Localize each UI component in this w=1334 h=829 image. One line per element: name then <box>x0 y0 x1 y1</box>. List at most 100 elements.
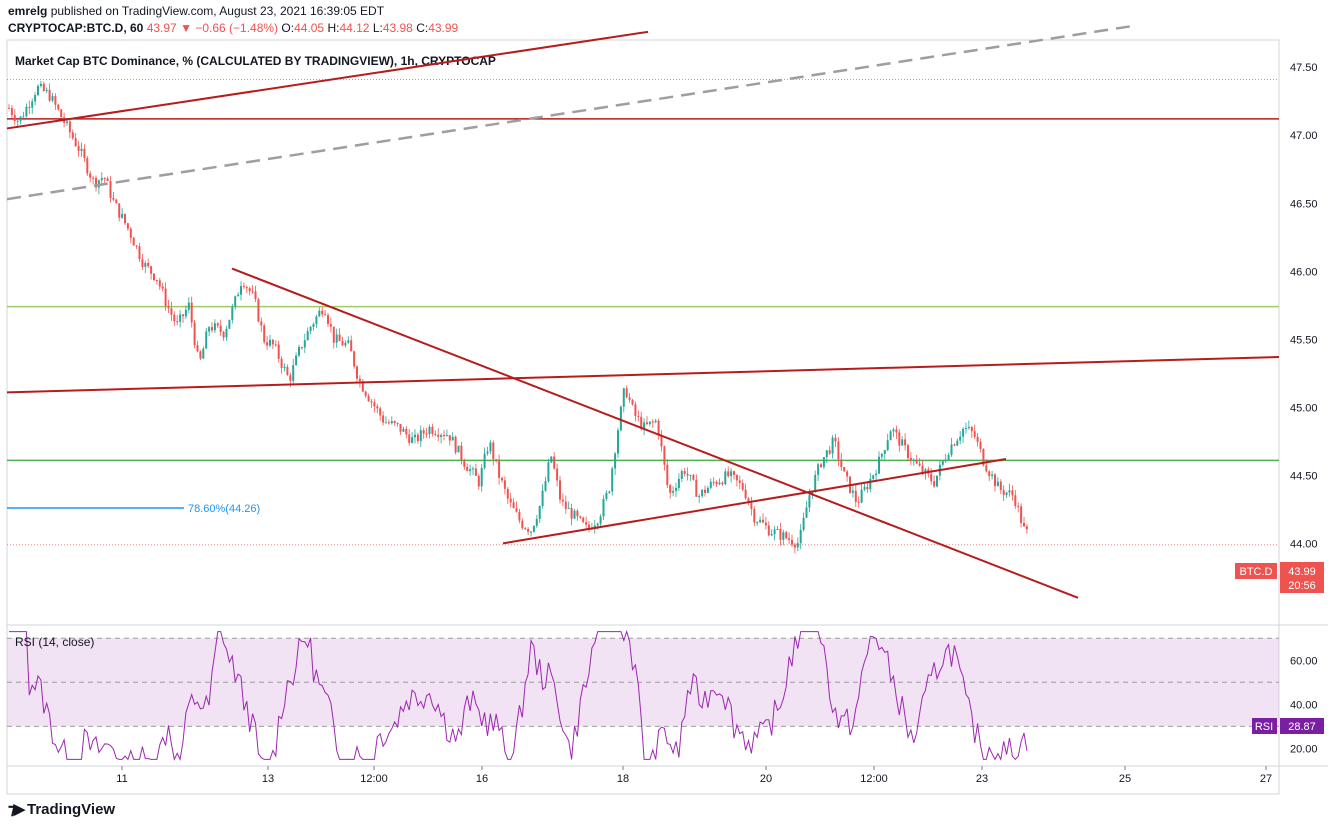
candle-body <box>625 388 628 398</box>
candle-body <box>474 468 477 476</box>
candle-body <box>248 288 251 292</box>
candle-body <box>173 314 176 322</box>
candle-body <box>477 475 480 487</box>
candle-body <box>205 331 208 349</box>
candle-body <box>199 351 202 359</box>
candle-body <box>843 467 846 472</box>
candle-body <box>619 406 622 431</box>
candle-body <box>898 432 901 446</box>
candle-body <box>350 340 353 352</box>
rsi-tick-label: 40.00 <box>1290 699 1318 711</box>
candle-body <box>213 323 216 331</box>
rsi-tick-label: 20.00 <box>1290 743 1318 755</box>
candles <box>8 80 1028 554</box>
candle-body <box>596 523 599 526</box>
candle-body <box>744 489 747 499</box>
candle-body <box>915 459 918 464</box>
candle-body <box>692 475 695 480</box>
candle-body <box>396 422 399 424</box>
candle-body <box>196 345 199 352</box>
candle-body <box>991 474 994 476</box>
candle-body <box>695 479 698 497</box>
price-tick-label: 46.00 <box>1290 266 1318 278</box>
candle-body <box>187 302 190 310</box>
candle-body <box>773 529 776 534</box>
candle-body <box>999 481 1002 491</box>
candle-body <box>550 456 553 463</box>
candle-body <box>414 434 416 438</box>
candle-body <box>422 430 425 434</box>
candle-body <box>266 342 269 346</box>
candle-body <box>544 481 547 491</box>
candle-body <box>28 106 31 108</box>
candle-body <box>640 416 643 429</box>
candle-body <box>295 355 298 366</box>
candle-body <box>419 430 422 442</box>
candle-body <box>335 334 338 343</box>
candle-body <box>1011 490 1014 496</box>
candle-body <box>509 498 512 503</box>
candle-body <box>701 489 704 496</box>
low-value: 43.98 <box>382 21 413 35</box>
candle-body <box>1025 526 1028 530</box>
rsi-tick-label: 60.00 <box>1290 655 1318 667</box>
candle-body <box>857 501 860 503</box>
candle-body <box>907 445 909 458</box>
candle-body <box>240 286 242 295</box>
rsi-tag-label-bg <box>1252 718 1277 734</box>
candle-body <box>254 291 257 300</box>
candle-body <box>434 433 437 435</box>
candle-body <box>582 517 585 523</box>
candle-body <box>231 306 234 320</box>
candle-body <box>164 288 167 307</box>
price-tag-countdown: 20:56 <box>1288 580 1316 592</box>
candle-body <box>524 528 527 530</box>
candle-body <box>1020 506 1023 523</box>
candle-body <box>83 148 86 159</box>
rsi-tag-value-bg <box>1280 718 1324 734</box>
upper-channel-line <box>6 30 649 130</box>
candle-body <box>709 481 712 488</box>
candle-body <box>440 434 443 437</box>
candle-body <box>364 391 367 396</box>
candle-body <box>86 158 89 174</box>
close-value: 43.99 <box>428 21 459 35</box>
candle-body <box>327 315 329 324</box>
candle-body <box>103 178 106 180</box>
candle-body <box>312 324 315 327</box>
candle-body <box>788 538 791 540</box>
time-axis: 11 13 12:00 16 18 20 12:00 23 25 27 <box>116 766 1272 785</box>
candle-body <box>31 101 34 108</box>
author-name[interactable]: emrelg <box>8 4 48 18</box>
candle-body <box>793 544 796 548</box>
candle-body <box>286 366 289 376</box>
candle-body <box>263 325 266 343</box>
candle-body <box>193 322 196 346</box>
candle-body <box>892 429 895 432</box>
candle-body <box>74 138 77 147</box>
candle-body <box>776 528 779 530</box>
candle-body <box>416 434 419 442</box>
candle-body <box>237 294 240 297</box>
candle-body <box>854 490 857 502</box>
tradingview-brand[interactable]: ⁊▶ TradingView <box>8 800 115 818</box>
candle-body <box>564 501 567 509</box>
candle-body <box>712 481 715 483</box>
candle-body <box>666 464 669 486</box>
open-label: O: <box>281 21 295 35</box>
candle-body <box>875 473 878 476</box>
candle-body <box>385 422 387 424</box>
last-price: 43.97 <box>146 21 177 35</box>
candle-body <box>753 508 756 523</box>
rsi-tag-value: 28.87 <box>1288 721 1316 733</box>
mid-channel-line <box>6 355 1280 394</box>
trend-lines <box>6 25 1280 599</box>
candle-body <box>356 366 358 379</box>
candle-body <box>651 421 654 423</box>
price-change: −0.66 (−1.48%) <box>195 21 279 35</box>
high-value: 44.12 <box>339 21 370 35</box>
candle-body <box>34 95 37 102</box>
candle-body <box>124 213 126 224</box>
candle-body <box>202 348 205 359</box>
